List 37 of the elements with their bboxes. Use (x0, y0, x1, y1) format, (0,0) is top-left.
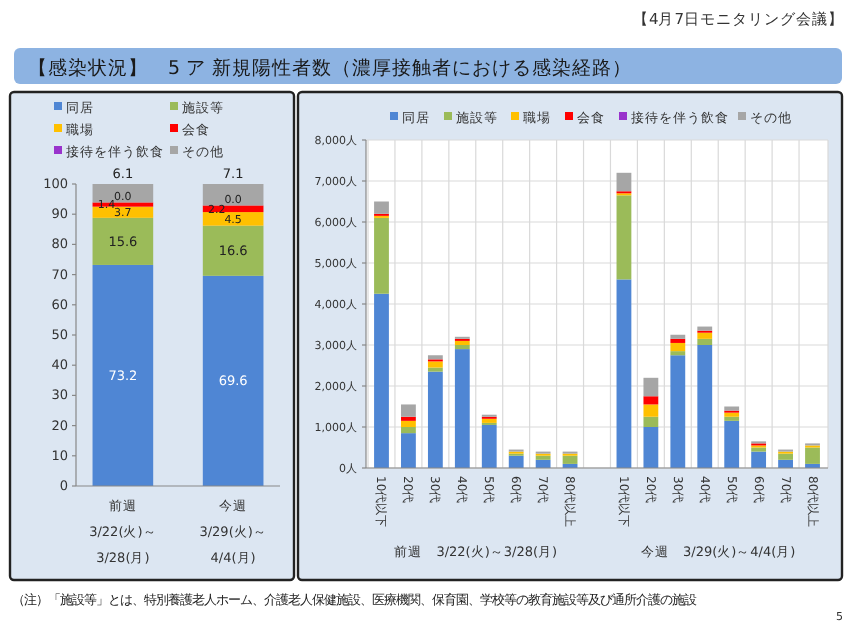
bar (427, 371, 443, 468)
bar (202, 225, 264, 276)
bar (401, 433, 416, 468)
bar (697, 338, 713, 345)
bar (401, 404, 416, 417)
bar (643, 427, 659, 468)
bar (481, 424, 497, 468)
bar (401, 420, 416, 427)
bar (401, 427, 416, 434)
bar (778, 453, 793, 460)
bar (202, 275, 264, 486)
bar (724, 420, 740, 468)
bar (616, 172, 632, 192)
bar (92, 264, 154, 486)
bar (643, 396, 659, 405)
bar (643, 404, 659, 417)
bar (374, 293, 389, 468)
bar (508, 455, 524, 468)
bar (202, 212, 264, 226)
bar (562, 455, 578, 464)
bar (751, 451, 767, 468)
bar (454, 349, 470, 468)
bar (805, 447, 820, 464)
bar (670, 355, 686, 468)
bar (616, 279, 632, 468)
bar (92, 217, 154, 265)
bar (427, 361, 443, 368)
bar (374, 201, 389, 214)
bar (202, 184, 264, 206)
bar (670, 342, 686, 352)
bar (616, 195, 632, 280)
title-banner: 【感染状況】 5 ア 新規陽性者数（濃厚接触者における感染経路） (14, 48, 842, 84)
bar (643, 377, 659, 397)
bar (697, 332, 713, 339)
bar (643, 416, 659, 427)
bar (697, 345, 713, 468)
bar (374, 217, 389, 294)
